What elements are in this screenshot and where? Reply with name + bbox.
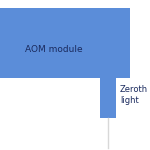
Bar — [100, 78, 116, 118]
Text: AOM module: AOM module — [25, 45, 83, 54]
Bar — [0, 8, 130, 78]
Text: Zeroth
light: Zeroth light — [120, 85, 148, 105]
